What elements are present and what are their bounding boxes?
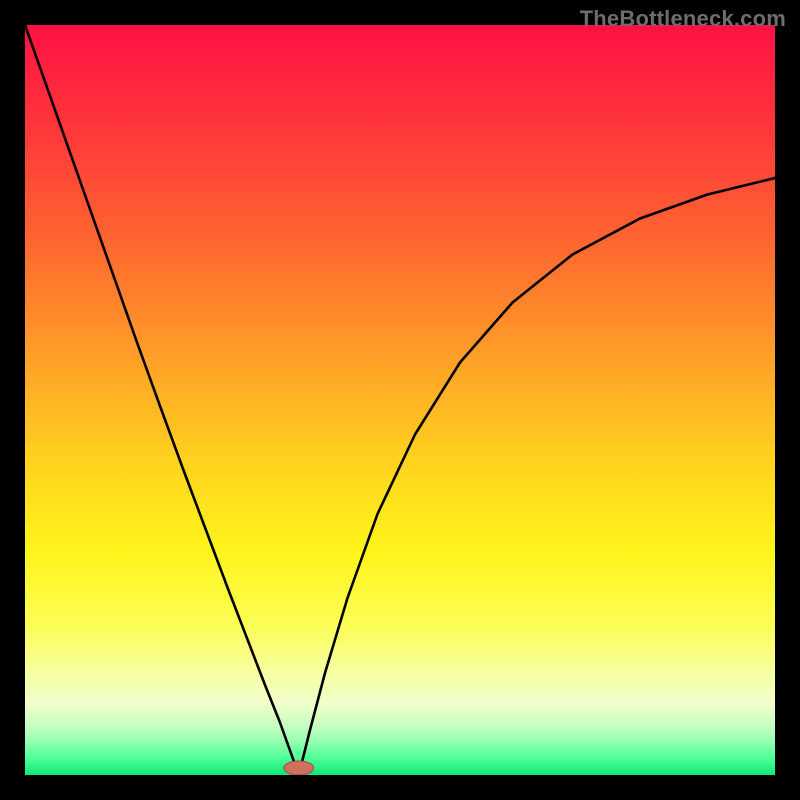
optimal-point-marker (284, 761, 314, 775)
chart-background (25, 25, 775, 775)
chart-svg (0, 0, 800, 800)
watermark-text: TheBottleneck.com (580, 6, 786, 32)
chart-frame: TheBottleneck.com (0, 0, 800, 800)
